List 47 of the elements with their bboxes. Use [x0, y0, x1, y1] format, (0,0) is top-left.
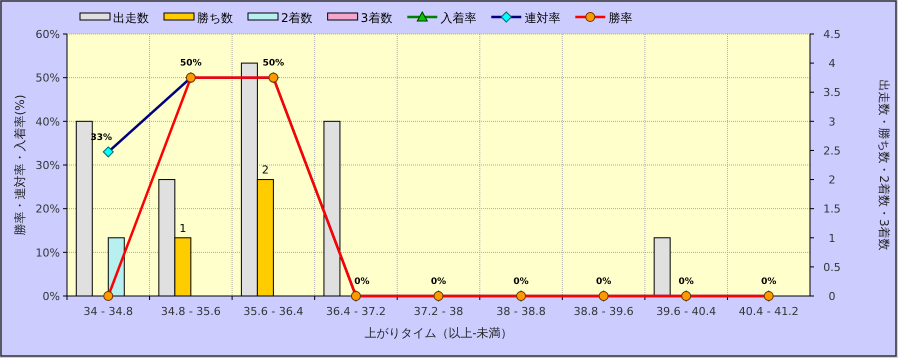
- data-label: 0%: [430, 277, 446, 287]
- data-label: 0%: [761, 277, 776, 287]
- y2-tick-label: 4.5: [823, 28, 841, 41]
- legend-label: 2着数: [281, 11, 313, 25]
- y-tick-label: 30%: [36, 159, 60, 172]
- y-tick-label: 0%: [42, 290, 60, 303]
- y2-axis-title: 出走数・勝ち数・2着数・3着数: [877, 79, 891, 251]
- data-label: 0%: [354, 277, 370, 287]
- bar: [654, 237, 671, 296]
- y-tick-label: 20%: [36, 202, 60, 216]
- x-tick-label: 34.8 - 35.6: [160, 305, 221, 318]
- y2-tick-label: 0: [828, 290, 836, 303]
- x-tick-label: 38 - 38.8: [496, 305, 546, 318]
- y2-tick-label: 2: [828, 174, 836, 187]
- y2-tick-label: 1: [828, 232, 836, 245]
- data-label: 2: [262, 164, 269, 177]
- x-tick-label: 40.4 - 41.2: [738, 305, 799, 318]
- x-tick-label: 37.2 - 38: [414, 305, 464, 318]
- legend-label: 勝ち数: [197, 11, 233, 25]
- y2-tick-label: 2.5: [823, 144, 841, 158]
- y2-tick-label: 4: [828, 57, 836, 70]
- x-axis-title: 上がりタイム（以上-未満）: [364, 326, 513, 340]
- data-label: 50%: [262, 58, 284, 69]
- x-tick-label: 34 - 34.8: [84, 305, 134, 318]
- data-label: 1: [179, 222, 186, 235]
- x-tick-label: 38.8 - 39.6: [574, 305, 634, 318]
- data-label: 0%: [596, 277, 612, 287]
- y2-tick-label: 1.5: [823, 202, 841, 216]
- legend-label: 3着数: [360, 11, 392, 25]
- y-tick-label: 40%: [36, 115, 60, 128]
- data-label: 0%: [678, 277, 694, 287]
- y2-tick-label: 0.5: [823, 260, 841, 274]
- data-label: 0%: [513, 277, 529, 287]
- y-tick-label: 60%: [36, 28, 60, 41]
- legend-label: 勝率: [608, 11, 632, 25]
- y-tick-label: 50%: [36, 72, 60, 85]
- x-tick-label: 39.6 - 40.4: [656, 305, 716, 318]
- legend-label: 入着率: [440, 11, 476, 25]
- y-tick-label: 10%: [36, 246, 60, 260]
- y-axis-title: 勝率・連対率・入着率(%): [13, 94, 27, 236]
- y2-tick-label: 3: [828, 115, 836, 128]
- x-tick-label: 36.4 - 37.2: [326, 305, 386, 318]
- data-label: 50%: [180, 58, 202, 69]
- y2-tick-label: 3.5: [823, 86, 841, 100]
- x-tick-label: 35.6 - 36.4: [243, 305, 304, 318]
- legend-label: 連対率: [524, 11, 560, 25]
- legend-label: 出走数: [113, 11, 149, 25]
